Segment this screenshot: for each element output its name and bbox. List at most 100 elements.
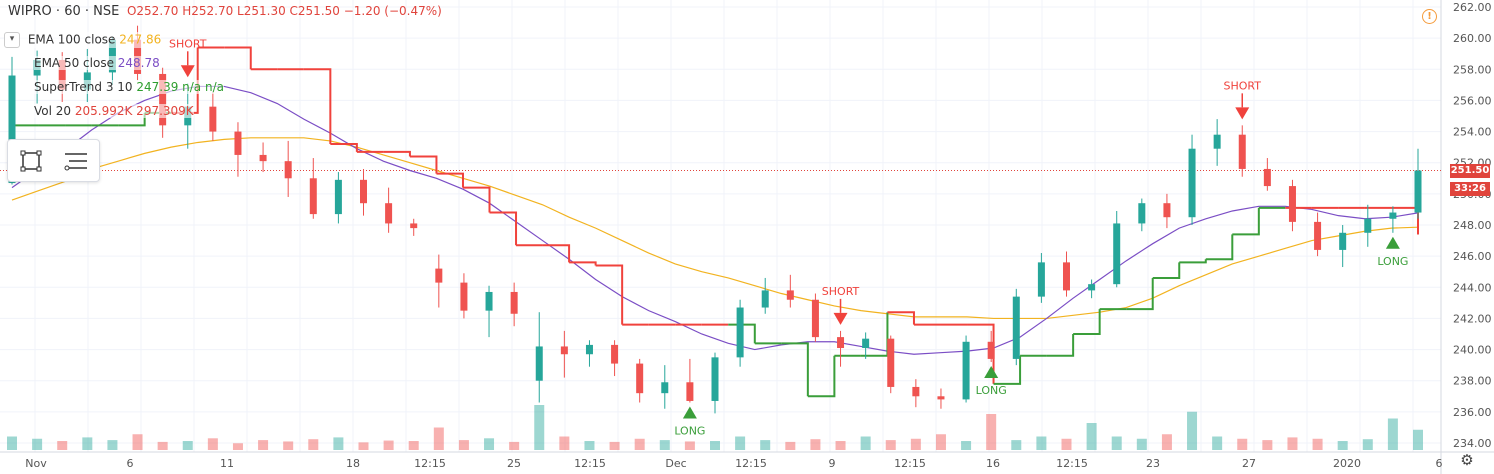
candle-body [736, 307, 744, 358]
volume-bar [358, 442, 369, 450]
candle-body [686, 382, 694, 401]
price-tick-label: 246.00 [1453, 250, 1492, 263]
volume-bar [1287, 437, 1298, 450]
volume-bar [1011, 440, 1022, 450]
candle-body [159, 73, 167, 126]
price-tick-label: 240.00 [1453, 344, 1492, 357]
time-tick-label: 18 [346, 457, 360, 470]
time-tick-label: 11 [220, 457, 234, 470]
volume-bar [735, 436, 746, 450]
short-signal-label: SHORT [169, 37, 207, 50]
indicator-supertrend[interactable]: SuperTrend 3 10 247.39 n/a n/a [34, 80, 224, 94]
volume-bar [885, 440, 896, 450]
short-arrow [1235, 107, 1250, 120]
volume-bar [1212, 436, 1223, 450]
object-tree-icon[interactable] [59, 144, 93, 178]
candle-body [636, 363, 644, 394]
volume-bar [1136, 438, 1147, 450]
volume-bar [458, 440, 469, 450]
volume-bar [82, 437, 93, 450]
supertrend-segment [462, 186, 491, 213]
volume-bar [283, 441, 294, 450]
time-tick-label: Dec [665, 457, 686, 470]
volume-bar [232, 443, 243, 450]
supertrend-segment [1205, 234, 1234, 261]
short-signal-label: SHORT [822, 285, 860, 298]
volume-bar [308, 439, 319, 450]
volume-bar [785, 441, 796, 450]
time-tick-label: 27 [1242, 457, 1256, 470]
supertrend-segment [1232, 207, 1260, 236]
volume-bar [509, 441, 520, 450]
time-tick-label: 12:15 [735, 457, 767, 470]
chevron-down-icon[interactable]: ▾ [4, 32, 20, 48]
candle-body [460, 282, 468, 311]
price-tick-label: 236.00 [1453, 406, 1492, 419]
candle-body [385, 203, 393, 224]
volume-bar [1237, 438, 1248, 450]
candle-body [987, 341, 995, 359]
supertrend-segment [303, 68, 332, 145]
symbol-title[interactable]: WIPRO · 60 · NSE [8, 4, 120, 19]
price-tick-label: 258.00 [1453, 63, 1492, 76]
volume-bar [132, 434, 143, 450]
volume-bar [634, 438, 645, 450]
indicator-name: SuperTrend 3 10 [34, 80, 133, 94]
short-arrow [833, 312, 848, 325]
indicator-ema100[interactable]: ▾ EMA 100 close 247.86 [4, 32, 162, 48]
time-tick-label: 6 [1436, 457, 1443, 470]
supertrend-segment [383, 150, 411, 157]
indicator-value: 247.86 [119, 32, 162, 47]
price-tick-label: 234.00 [1453, 437, 1492, 450]
volume-bar [1362, 439, 1373, 450]
countdown-tag: 33:26 [1450, 182, 1490, 196]
supertrend-segment [1152, 262, 1181, 279]
candle-body [1213, 134, 1221, 149]
candle-body [1012, 296, 1020, 359]
price-tick-label: 262.00 [1453, 1, 1492, 14]
volume-bar [1086, 423, 1097, 450]
candle-body [209, 106, 217, 132]
candle-body [912, 386, 920, 397]
price-tick-label: 248.00 [1453, 219, 1492, 232]
candle-body [1414, 170, 1422, 213]
short-arrow [180, 65, 195, 78]
time-tick-label: 2020 [1333, 457, 1361, 470]
candle-body [8, 75, 16, 183]
volume-bar [961, 441, 972, 450]
supertrend-segment [967, 323, 995, 384]
time-tick-label: 9 [829, 457, 836, 470]
candle-body [1037, 262, 1045, 297]
volume-bar [710, 441, 720, 450]
supertrend-segment [542, 244, 571, 263]
supertrend-segment [436, 172, 464, 188]
volume-bar [1413, 429, 1423, 450]
supertrend-segment [887, 311, 915, 325]
candle-body [1364, 218, 1372, 233]
volume-bar [1187, 411, 1198, 450]
long-arrow [682, 406, 697, 419]
volume-bar [182, 441, 193, 450]
indicator-ema50[interactable]: EMA 50 close 248.78 [34, 56, 160, 70]
volume-bar [157, 441, 168, 450]
volume-bar [32, 438, 43, 450]
volume-bar [1387, 418, 1398, 450]
indicator-volume[interactable]: Vol 20 205.992K 297.309K [34, 104, 194, 118]
supertrend-segment [409, 155, 438, 174]
volume-bar [433, 427, 444, 450]
indicator-name: Vol 20 [34, 104, 72, 118]
volume-bar [584, 441, 595, 450]
short-signal-label: SHORT [1224, 79, 1262, 92]
warning-icon[interactable]: ! [1422, 9, 1437, 24]
volume-bar [534, 405, 545, 450]
volume-bar [559, 436, 570, 450]
gear-icon[interactable]: ⚙ [1460, 451, 1474, 469]
supertrend-segment [1179, 259, 1207, 264]
ohlc-values: O252.70 H252.70 L251.30 C251.50 −1.20 (−… [126, 4, 442, 18]
candle-body [410, 223, 418, 229]
select-rectangle-icon[interactable] [14, 144, 48, 178]
candle-body [58, 59, 66, 90]
volume-bar [408, 441, 419, 450]
volume-bar [986, 414, 997, 450]
